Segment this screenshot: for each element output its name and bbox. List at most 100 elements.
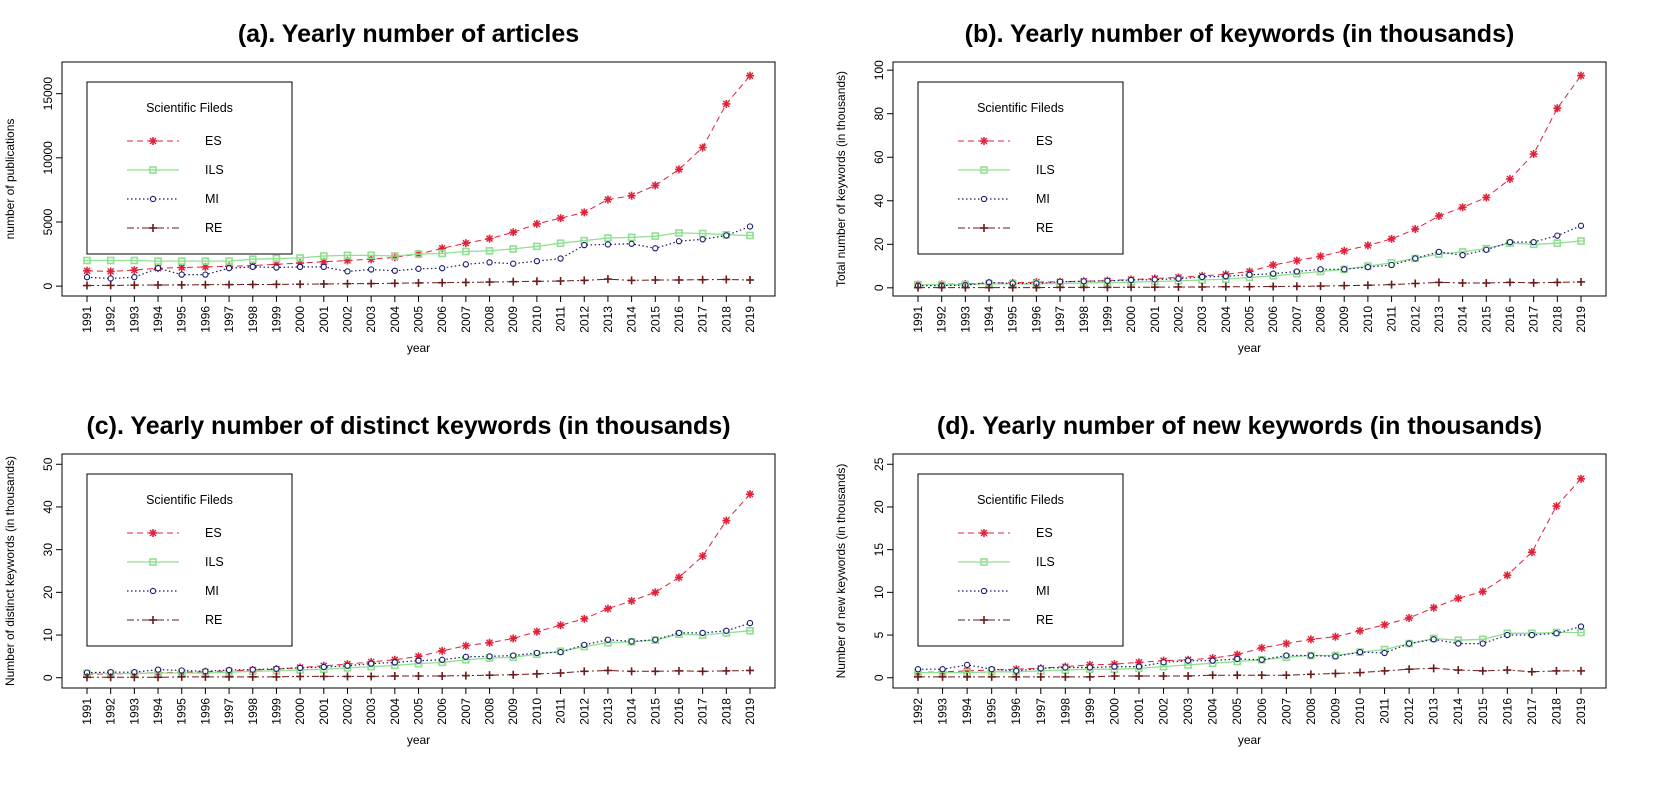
- data-point-re: [414, 672, 423, 681]
- x-tick-label: 1995: [175, 698, 189, 725]
- data-point-re: [1056, 283, 1065, 292]
- data-point-re: [961, 283, 970, 292]
- data-point-re: [201, 672, 210, 681]
- data-point-mi: [1258, 656, 1265, 663]
- data-point-re: [1387, 280, 1396, 289]
- data-point-mi: [557, 648, 564, 656]
- data-point-re: [1184, 672, 1193, 681]
- legend-marker-ils: [980, 166, 988, 174]
- data-point-re: [627, 667, 636, 676]
- data-point-ils: [1577, 237, 1585, 245]
- data-point-re: [603, 666, 612, 675]
- data-point-mi: [1412, 255, 1419, 262]
- data-point-ils: [532, 242, 541, 251]
- legend-marker-mi: [149, 195, 157, 203]
- legend-box: [917, 81, 1124, 255]
- chart-b-title: (b). Yearly number of keywords (in thous…: [965, 20, 1515, 48]
- legend-label-mi: MI: [1036, 192, 1050, 206]
- data-point-es: [1387, 234, 1396, 243]
- plot-frame: [892, 453, 1607, 689]
- x-tick-label: 1996: [198, 698, 212, 725]
- data-point-re: [1150, 283, 1159, 292]
- data-point-mi: [296, 263, 304, 271]
- x-tick-label: 2005: [1243, 306, 1257, 333]
- x-tick-label: 2001: [1132, 698, 1146, 725]
- x-tick-label: 2003: [1181, 698, 1195, 725]
- data-point-mi: [1405, 640, 1413, 647]
- chart-panel-b: (b). Yearly number of keywords (in thous…: [831, 0, 1662, 392]
- data-point-re: [1221, 282, 1230, 291]
- data-point-mi: [723, 627, 730, 634]
- chart-c-title: (c). Yearly number of distinct keywords …: [86, 412, 730, 440]
- data-point-es: [603, 195, 612, 204]
- legend-label-es: ES: [1036, 134, 1053, 148]
- data-point-re: [177, 672, 186, 681]
- data-point-re: [1245, 282, 1254, 291]
- legend-marker-mi: [980, 195, 988, 203]
- x-tick-label: 2019: [743, 306, 757, 333]
- data-point-mi: [320, 263, 327, 271]
- data-point-ils: [319, 252, 328, 260]
- data-point-mi: [154, 666, 162, 673]
- y-tick-label: 10: [41, 628, 55, 642]
- x-tick-label: 1999: [269, 306, 283, 333]
- x-tick-label: 2005: [412, 306, 426, 333]
- x-tick-label: 2004: [388, 698, 402, 725]
- data-point-re: [438, 672, 447, 681]
- y-tick-label: 0: [41, 674, 55, 681]
- data-point-re: [296, 280, 305, 289]
- legend: Scientific Fileds ES ILS MI RE: [86, 81, 293, 255]
- data-point-es: [698, 552, 707, 561]
- data-point-mi: [1135, 663, 1143, 670]
- x-tick-label: 1998: [1058, 698, 1072, 725]
- data-point-re: [722, 275, 731, 284]
- y-axis-label: number of publications: [3, 119, 17, 240]
- data-point-mi: [486, 259, 493, 266]
- data-point-mi: [1307, 652, 1315, 659]
- data-point-ils: [746, 231, 754, 240]
- data-point-es: [1577, 474, 1585, 483]
- legend-box: [917, 473, 1124, 647]
- y-tick-label: 40: [872, 194, 886, 208]
- data-point-re: [914, 283, 922, 292]
- y-tick-label: 20: [872, 237, 886, 251]
- data-point-mi: [367, 660, 375, 667]
- x-tick-label: 2010: [1353, 698, 1367, 725]
- data-point-mi: [1160, 659, 1167, 666]
- x-tick-label: 2006: [1266, 306, 1280, 333]
- data-point-mi: [699, 236, 706, 243]
- data-point-re: [674, 275, 683, 284]
- legend-label-re: RE: [205, 221, 222, 235]
- data-point-ils: [296, 254, 305, 262]
- x-tick-label: 2007: [459, 306, 473, 333]
- x-tick-label: 2002: [1157, 698, 1171, 725]
- x-tick-label: 2008: [1314, 306, 1328, 333]
- y-tick-label: 5000: [41, 208, 55, 235]
- data-point-mi: [1483, 246, 1490, 253]
- y-tick-label: 0: [872, 674, 886, 681]
- data-point-mi: [1504, 631, 1511, 639]
- data-point-re: [627, 276, 636, 285]
- data-point-re: [1174, 282, 1183, 291]
- x-tick-label: 1994: [151, 698, 165, 725]
- data-point-es: [1527, 548, 1536, 557]
- data-point-mi: [628, 638, 635, 645]
- data-point-mi: [1528, 631, 1536, 639]
- data-point-re: [938, 672, 947, 681]
- series-mi: [914, 623, 1585, 675]
- x-tick-label: 2004: [388, 306, 402, 333]
- x-tick-label: 1996: [198, 306, 212, 333]
- x-tick-label: 2002: [1171, 306, 1185, 333]
- chart-b-svg: (b). Yearly number of keywords (in thous…: [834, 20, 1607, 355]
- x-tick-label: 2006: [435, 306, 449, 333]
- data-point-ils: [154, 257, 163, 265]
- data-point-ils: [698, 229, 707, 238]
- data-point-ils: [272, 254, 281, 263]
- data-point-mi: [1332, 653, 1339, 660]
- x-tick-label: 2018: [1549, 698, 1563, 725]
- legend-marker-es: [980, 529, 988, 537]
- data-point-re: [914, 672, 922, 681]
- x-tick-label: 2015: [648, 306, 662, 333]
- data-point-es: [1478, 587, 1487, 596]
- x-tick-label: 1994: [960, 698, 974, 725]
